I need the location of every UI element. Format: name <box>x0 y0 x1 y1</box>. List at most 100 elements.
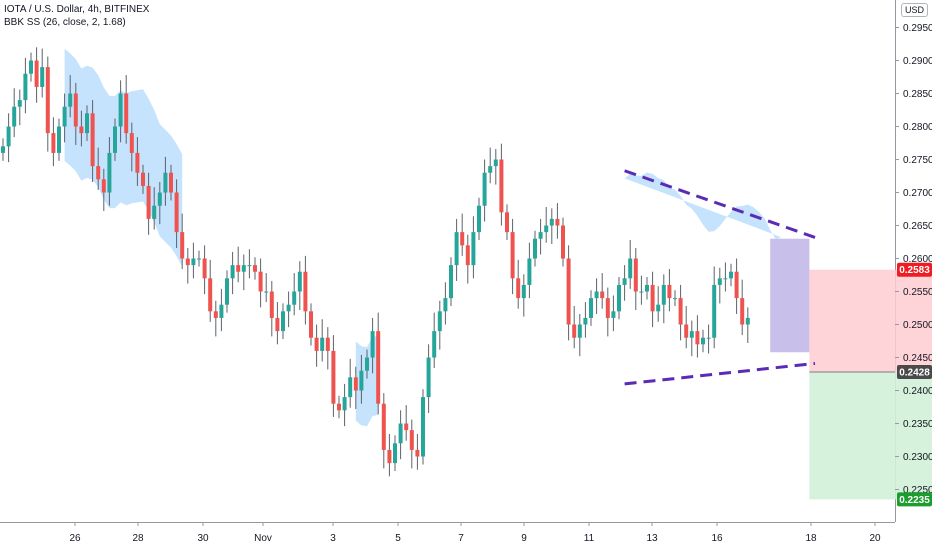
candle-body <box>17 100 22 107</box>
price-tag-label-entry: 0.2428 <box>899 368 930 379</box>
candle-body <box>404 423 409 431</box>
candle-body <box>23 73 28 101</box>
candle-body <box>113 126 117 153</box>
candle-body <box>191 258 196 266</box>
indicator-label: BBK SS (26, close, 2, 1.68) <box>4 17 126 28</box>
candle-body <box>617 284 621 312</box>
candle-body <box>152 205 157 219</box>
candle-body <box>96 166 101 180</box>
candle-body <box>236 265 241 272</box>
candle-body <box>449 265 453 299</box>
candle-body <box>633 258 638 292</box>
candle-body <box>85 113 89 134</box>
candle-body <box>281 311 285 332</box>
candle-body <box>213 311 218 318</box>
y-tick-label: 0.2750 <box>903 155 932 166</box>
squeeze-overlap <box>770 238 810 353</box>
candle-body <box>129 133 134 153</box>
candle-body <box>521 284 526 299</box>
y-tick-label: 0.2400 <box>903 386 932 397</box>
candle-body <box>712 284 717 338</box>
candle-body <box>225 278 229 305</box>
candle-body <box>202 258 207 279</box>
x-tick-label: 9 <box>521 533 527 544</box>
candle-body <box>365 357 369 371</box>
candle-body <box>118 93 123 127</box>
candle-body <box>572 324 577 338</box>
candle-body <box>393 443 397 464</box>
candle-body <box>303 271 308 312</box>
x-tick-label: 11 <box>584 533 595 544</box>
y-tick-label: 0.2900 <box>903 56 932 67</box>
candle-body <box>689 331 694 338</box>
candle-body <box>499 159 504 213</box>
y-tick-label: 0.2950 <box>903 23 932 34</box>
candle-body <box>337 403 341 411</box>
y-tick-label: 0.2500 <box>903 320 932 331</box>
candle-body <box>510 232 515 279</box>
candle-body <box>477 205 481 233</box>
candle-body <box>443 298 448 312</box>
candle-body <box>723 278 728 280</box>
x-tick-label: 7 <box>458 533 464 544</box>
candle-body <box>561 225 565 259</box>
candle-body <box>381 403 386 450</box>
squeeze-zone-2 <box>355 335 379 427</box>
trend-line-lower <box>624 361 816 386</box>
candle-body <box>454 232 459 266</box>
candle-body <box>549 218 554 226</box>
take-profit-zone <box>809 372 932 500</box>
candle-body <box>605 298 610 318</box>
x-tick-label: 28 <box>132 533 144 544</box>
candle-body <box>57 126 61 153</box>
candle-body <box>247 265 252 267</box>
candle-body <box>432 331 437 358</box>
candle-body <box>706 337 711 339</box>
candle-body <box>79 126 84 134</box>
candle-body <box>34 60 39 87</box>
candle-body <box>169 172 173 193</box>
candle-body <box>533 238 537 259</box>
candle-body <box>684 324 689 338</box>
candle-body <box>353 377 358 391</box>
symbol-title: IOTA / U.S. Dollar, 4h, BITFINEX <box>4 4 150 15</box>
price-tag-label-target: 0.2235 <box>899 495 930 506</box>
candle-body <box>544 225 549 233</box>
candle-body <box>275 317 280 332</box>
candle-body <box>45 67 50 134</box>
candle-body <box>600 291 605 299</box>
price-tag-stop <box>897 262 932 277</box>
price-tag-entry <box>897 365 932 380</box>
candle-body <box>493 159 498 167</box>
candle-body <box>527 258 532 285</box>
y-tick-label: 0.2800 <box>903 122 932 133</box>
candle-body <box>398 423 403 444</box>
candle-body <box>29 60 33 74</box>
price-tag-target <box>897 492 932 507</box>
candle-body <box>370 331 375 358</box>
x-tick-label: 3 <box>330 533 336 544</box>
currency-button[interactable]: USD <box>901 3 929 17</box>
stop-loss-zone <box>809 269 932 373</box>
candle-body <box>309 311 313 338</box>
candle-body <box>376 331 381 404</box>
candle-body <box>230 265 235 279</box>
candle-body <box>253 265 257 272</box>
candle-body <box>258 271 263 292</box>
trend-line-upper <box>624 169 816 239</box>
candle-body <box>135 152 140 173</box>
x-tick-label: Nov <box>254 533 272 544</box>
candle-body <box>729 271 733 279</box>
y-tick-label: 0.2450 <box>903 353 932 364</box>
candle-body <box>157 192 162 206</box>
candle-body <box>62 106 67 127</box>
candle-body <box>589 298 593 318</box>
candle-body <box>101 179 106 193</box>
y-tick-label: 0.2600 <box>903 254 932 265</box>
candle-body <box>359 370 364 391</box>
candle-body <box>577 324 582 338</box>
squeeze-zone-3 <box>624 172 782 240</box>
x-tick-label: 30 <box>197 533 209 544</box>
